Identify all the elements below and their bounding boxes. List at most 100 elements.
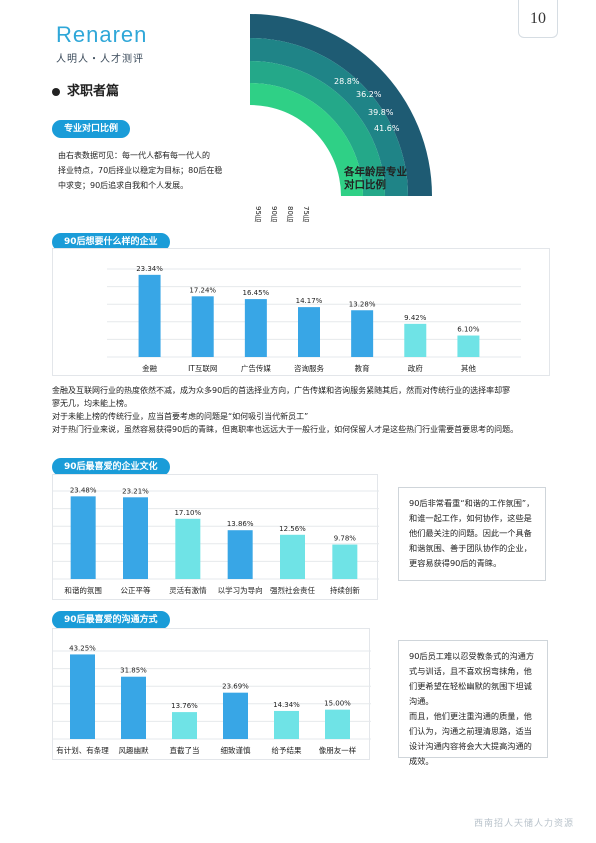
bar-value-label: 12.56% <box>279 525 306 533</box>
bar-value-label: 14.34% <box>273 701 300 709</box>
category-label: 强烈社会责任 <box>270 585 315 595</box>
tag-communication: 90后最喜爱的沟通方式 <box>52 611 170 629</box>
category-label: 像朋友一样 <box>319 745 357 755</box>
bar-value-label: 17.24% <box>189 286 216 294</box>
category-label: 其他 <box>461 363 476 373</box>
bar-value-label: 43.25% <box>69 644 96 652</box>
bar-value-label: 23.34% <box>136 265 163 273</box>
fan-ring-label: 75后 <box>302 206 310 223</box>
fan-value-label: 39.8% <box>368 108 394 117</box>
note-culture: 90后非常看重“和谐的工作氛围”，和谁一起工作，如何协作，这些是他们最关注的问题… <box>398 487 551 586</box>
footer-watermark: 西南招人天储人力资源 <box>473 819 574 829</box>
category-label: 和谐的氛围 <box>64 585 102 595</box>
bar <box>70 654 95 739</box>
bar-value-label: 31.85% <box>120 667 147 675</box>
bar-value-label: 14.17% <box>296 297 323 305</box>
bar <box>227 530 253 579</box>
bar-value-label: 13.86% <box>227 520 254 528</box>
bar <box>138 274 161 357</box>
tag-company-culture: 90后最喜爱的企业文化 <box>52 458 170 476</box>
category-label: 公正平等 <box>121 585 151 595</box>
fan-ring-label: 80后 <box>286 206 294 223</box>
analysis-line: 寥无几，均未能上榜。 <box>52 399 132 408</box>
chart-communication: 43.25% 有计划、有条理 31.85% 风趣幽默 13.76% 直截了当 23.69% 细… <box>53 644 371 755</box>
category-label: 灵活有激情 <box>169 585 207 595</box>
bar-value-label: 9.42% <box>404 314 427 322</box>
fan-value-label: 36.2% <box>356 90 382 99</box>
bar <box>191 296 214 357</box>
bar-value-label: 15.00% <box>324 700 351 708</box>
fan-ring-label: 90后 <box>270 206 278 223</box>
category-label: 细致谨慎 <box>221 745 251 755</box>
bar <box>175 518 201 579</box>
page-number: 10 <box>530 10 546 27</box>
analysis-line: 对于热门行业来说，虽然容易获得90后的青睐，但离职率也远远大于一般行业，如何保留… <box>52 425 519 434</box>
category-label: 直截了当 <box>170 745 200 755</box>
bar-value-label: 13.76% <box>171 702 198 710</box>
category-label: 给予结果 <box>272 745 302 755</box>
logo-subtitle: 人明人・人才测评 <box>56 54 144 65</box>
fan-value-label: 28.8% <box>334 77 360 86</box>
bar <box>325 709 350 739</box>
intro-line: 中求变；90后追求自我和个人发展。 <box>58 181 189 190</box>
page-number-tab: 10 <box>518 0 558 38</box>
bar-value-label: 23.69% <box>222 683 249 691</box>
bar-value-label: 9.78% <box>334 535 357 543</box>
bar <box>223 692 248 739</box>
note-communication-p1: 90后员工难以忍受教条式的沟通方式与训话，且不喜欢拐弯抹角，他们更希望在轻松幽默… <box>409 651 535 706</box>
fan-chart-title-line: 对口比例 <box>344 179 386 191</box>
analysis-line: 对于未能上榜的传统行业，应当首要考虑的问题是“如何吸引当代新员工” <box>52 412 309 421</box>
fan-chart-title-line: 各年龄层专业 <box>344 166 407 178</box>
tag-desired-company: 90后想要什么样的企业 <box>52 233 170 251</box>
bar-value-label: 23.48% <box>70 486 97 494</box>
note-communication: 90后员工难以忍受教条式的沟通方式与训话，且不喜欢拐弯抹角，他们更希望在轻松幽默… <box>398 640 553 766</box>
bar <box>172 712 197 739</box>
analysis-line: 金融及互联网行业的热度依然不减，成为众多90后的首选择业方向，广告传媒和咨询服务… <box>52 386 511 395</box>
category-label: 有计划、有条理 <box>56 745 109 755</box>
bar <box>70 496 96 579</box>
bar <box>298 307 320 357</box>
bar <box>121 676 146 739</box>
category-label: 以学习为导向 <box>218 585 263 595</box>
bar-value-label: 17.10% <box>174 509 201 517</box>
bar-value-label: 16.45% <box>243 289 270 297</box>
fan-ring-label: 95后 <box>254 206 262 223</box>
tag-major-match: 专业对口比例 <box>52 120 131 138</box>
bar <box>244 299 267 357</box>
bar <box>351 310 374 357</box>
intro-line: 择业特点，70后择业以稳定为目标；80后在稳 <box>58 166 223 175</box>
chart-culture: 23.48% 和谐的氛围 23.21% 公正平等 17.10% 灵活有激情 13.86% 以学… <box>53 486 379 595</box>
bar <box>280 534 305 579</box>
note-communication-p2: 而且，他们更注重沟通的质量，他们认为，沟通之前理清思路，适当设计沟通内容将会大大… <box>409 711 532 766</box>
section-title: 求职者篇 <box>52 80 119 99</box>
analysis-paragraph: 金融及互联网行业的热度依然不减，成为众多90后的首选择业方向，广告传媒和咨询服务… <box>52 384 552 436</box>
category-label: 风趣幽默 <box>119 745 149 755</box>
logo: Renaren 人明人・人才测评 <box>56 22 147 65</box>
category-label: 咨询服务 <box>294 363 324 373</box>
intro-paragraph: 由右表数据可见：每一代人都有每一代人的 择业特点，70后择业以稳定为目标；80后… <box>58 148 248 193</box>
bar <box>457 335 480 357</box>
bar-value-label: 13.28% <box>349 300 376 308</box>
chart-industry: 23.34% 金融 17.24% IT互联网 16.45% 广告传媒 14.17% 咨询服务 1… <box>107 265 521 373</box>
bar-value-label: 6.10% <box>457 326 480 334</box>
bar <box>123 497 148 579</box>
category-label: 政府 <box>408 363 423 373</box>
logo-wordmark: Renaren <box>56 22 148 47</box>
fan-value-label: 41.6% <box>374 124 400 133</box>
note-culture-text: 90后非常看重“和谐的工作氛围”，和谁一起工作，如何协作，这些是他们最关注的问题… <box>409 498 535 568</box>
section-title-text: 求职者篇 <box>67 84 120 99</box>
category-label: 持续创新 <box>330 585 360 595</box>
category-label: 金融 <box>142 363 157 373</box>
chart-industry-frame: 23.34% 金融 17.24% IT互联网 16.45% 广告传媒 14.17% 咨询服务 1… <box>52 248 550 376</box>
chart-communication-frame: 43.25% 有计划、有条理 31.85% 风趣幽默 13.76% 直截了当 23.69% 细… <box>52 628 371 760</box>
fan-chart-title: 各年龄层专业 对口比例 <box>344 166 407 192</box>
category-label: 广告传媒 <box>241 363 271 373</box>
bullet-icon <box>52 87 60 96</box>
chart-culture-frame: 23.48% 和谐的氛围 23.21% 公正平等 17.10% 灵活有激情 13.86% 以学… <box>52 474 379 600</box>
category-label: IT互联网 <box>188 364 217 373</box>
bar <box>274 710 299 739</box>
bar <box>332 544 358 579</box>
bar <box>404 323 427 357</box>
bar-value-label: 23.21% <box>122 487 149 495</box>
category-label: 教育 <box>355 363 370 373</box>
